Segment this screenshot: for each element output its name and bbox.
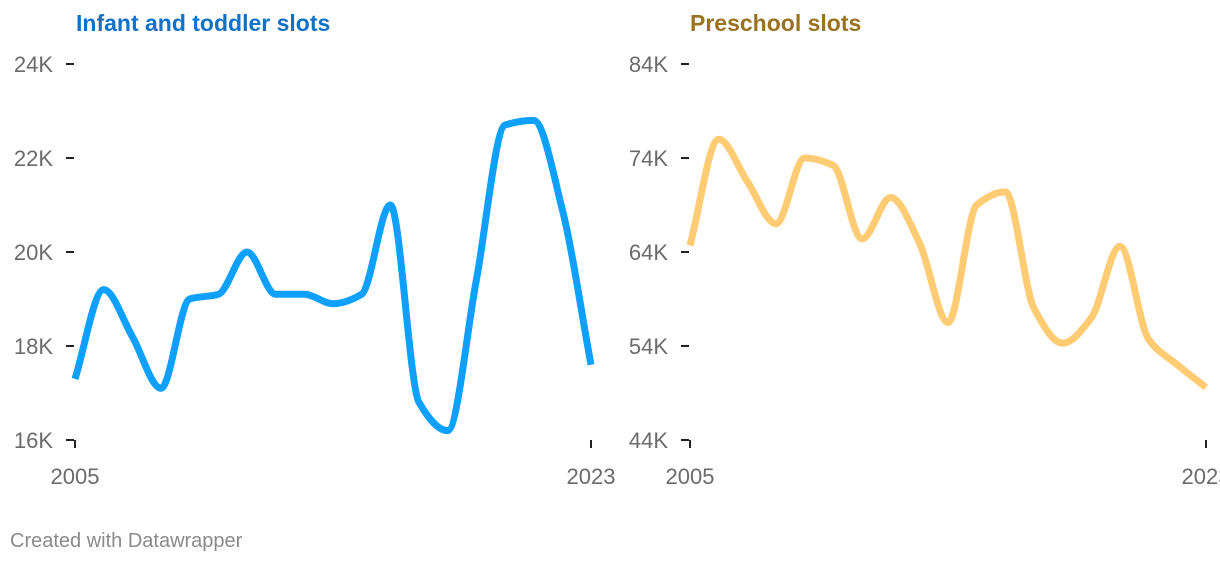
- y-tick-label: 24K: [14, 52, 53, 77]
- chart-title-infant-toddler: Infant and toddler slots: [76, 10, 331, 36]
- x-tick-label: 2005: [666, 464, 715, 489]
- y-tick-label: 84K: [629, 52, 668, 77]
- chart-panel-2: 44K 54K 64K 74K 84K 2005 2023: [629, 52, 1220, 489]
- x-tick-label: 2005: [51, 464, 100, 489]
- series-line-2: [686, 135, 1209, 391]
- y-tick-label: 64K: [629, 240, 668, 265]
- y-tick-label: 54K: [629, 334, 668, 359]
- y-tick-label: 22K: [14, 146, 53, 171]
- y-tick-label: 44K: [629, 428, 668, 453]
- x-tick-label: 2023: [567, 464, 616, 489]
- series-line-1: [71, 116, 595, 435]
- y-tick-label: 16K: [14, 428, 53, 453]
- x-tick-label: 2023: [1182, 464, 1220, 489]
- chart-title-preschool: Preschool slots: [690, 10, 862, 36]
- footer-credit: Created with Datawrapper: [10, 530, 243, 552]
- chart-panel-1: 16K 18K 20K 22K 24K 2005 2023: [14, 52, 616, 489]
- y-tick-label: 20K: [14, 240, 53, 265]
- y-tick-label: 18K: [14, 334, 53, 359]
- y-tick-label: 74K: [629, 146, 668, 171]
